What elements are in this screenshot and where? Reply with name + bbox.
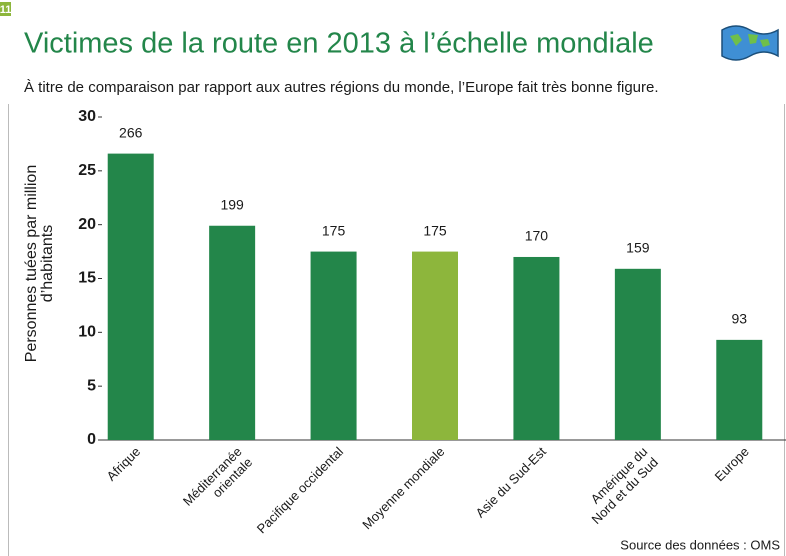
badge — [0, 2, 11, 16]
bar — [209, 225, 256, 440]
x-tick-label-group: Asie du Sud-Est — [472, 444, 549, 521]
x-tick-label-group: Moyenne mondiale — [359, 444, 447, 532]
value-label: 170 — [525, 228, 549, 244]
y-tick-label: 30 — [78, 108, 96, 125]
y-tick-label: 5 — [87, 377, 96, 394]
y-axis-label: Personnes tuées par million — [23, 165, 40, 362]
value-label: 266 — [119, 124, 143, 140]
y-tick-label: 25 — [78, 162, 96, 179]
bar — [614, 268, 661, 440]
x-tick-label: Europe — [712, 444, 752, 484]
y-tick-label: 20 — [78, 216, 96, 233]
bar — [716, 339, 763, 440]
x-tick-label: Afrique — [104, 444, 144, 484]
chart-title: Victimes de la route en 2013 à l’échelle… — [24, 28, 654, 60]
figure-number: 11 — [0, 4, 11, 16]
y-tick-label: 15 — [78, 270, 96, 287]
map-icon — [721, 25, 779, 61]
value-label: 159 — [626, 240, 650, 256]
x-tick-label: Pacifique occidental — [254, 444, 346, 536]
x-tick-label-group: Europe — [712, 444, 752, 484]
x-tick-label: Moyenne mondiale — [359, 444, 447, 532]
source: Source des données : OMS — [620, 537, 780, 552]
value-label: 199 — [220, 196, 244, 212]
bar — [412, 251, 458, 440]
y-tick-label: 10 — [78, 324, 96, 341]
x-tick-label: Asie du Sud-Est — [472, 444, 549, 521]
y-axis-label: d’habitants — [39, 225, 56, 302]
value-label: 175 — [423, 222, 447, 238]
bar — [107, 153, 154, 440]
y-tick-label: 0 — [87, 431, 96, 448]
value-label: 93 — [731, 311, 747, 327]
bar — [310, 251, 357, 440]
value-label: 175 — [322, 222, 346, 238]
x-tick-label-group: Afrique — [104, 444, 144, 484]
bar — [513, 256, 560, 440]
x-tick-label-group: Pacifique occidental — [254, 444, 346, 536]
subtitle: À titre de comparaison par rapport aux a… — [24, 79, 659, 96]
